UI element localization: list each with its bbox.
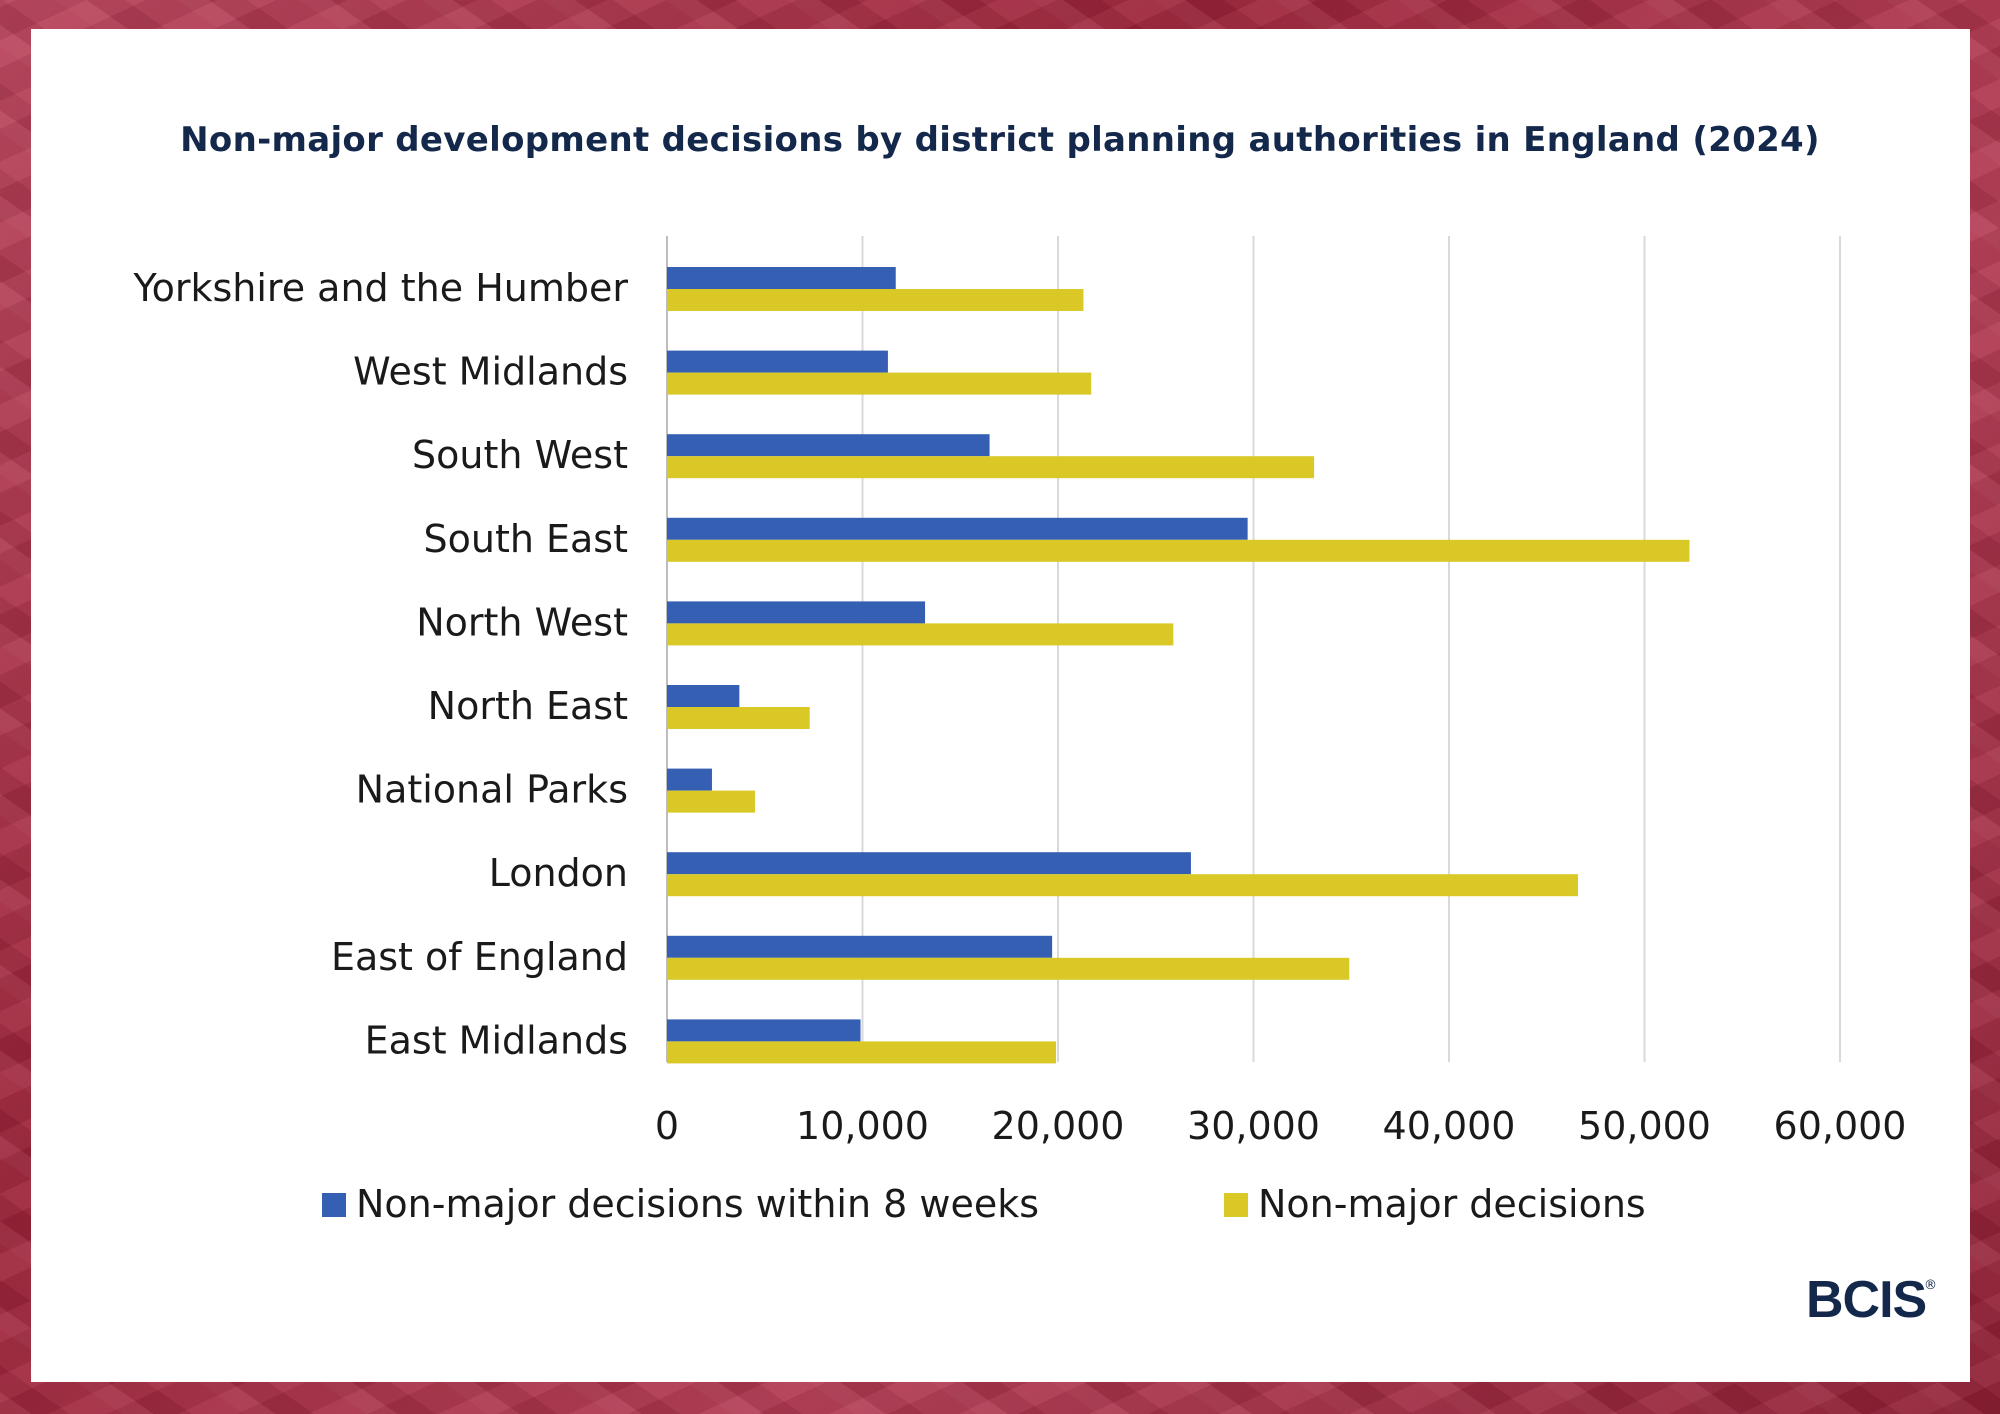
category-label: West Midlands	[353, 350, 628, 394]
chart-card	[31, 29, 1970, 1382]
legend: Non-major decisions within 8 weeks Non-ma…	[322, 1182, 1646, 1226]
category-label: National Parks	[356, 768, 628, 812]
bar-within-8-weeks	[667, 1019, 861, 1042]
bar-total-decisions	[667, 1041, 1057, 1064]
bar-total-decisions	[667, 957, 1350, 980]
x-tick-label: 60,000	[1774, 1104, 1907, 1148]
bar-total-decisions	[667, 790, 755, 813]
bar-within-8-weeks	[667, 601, 926, 624]
legend-label: Non-major decisions	[1258, 1182, 1646, 1226]
x-tick-labels: 0 10,000 20,000 30,000 40,000 50,000 60,000	[655, 1104, 1907, 1148]
x-tick-label: 20,000	[992, 1104, 1125, 1148]
bar-total-decisions	[667, 539, 1690, 562]
bar-within-8-weeks	[667, 768, 712, 791]
x-tick-label: 50,000	[1578, 1104, 1711, 1148]
legend-swatch	[322, 1193, 346, 1217]
bar-total-decisions	[667, 707, 810, 729]
chart-title: Non-major development decisions by distr…	[180, 120, 1820, 160]
category-label: South East	[423, 517, 628, 561]
bar-total-decisions	[667, 372, 1092, 395]
category-label: North West	[416, 600, 628, 644]
bar-within-8-weeks	[667, 935, 1053, 958]
category-label: Yorkshire and the Humber	[132, 266, 628, 310]
bar-within-8-weeks	[667, 350, 888, 373]
bar-total-decisions	[667, 874, 1579, 897]
category-label: North East	[428, 684, 628, 728]
bar-within-8-weeks	[667, 685, 740, 707]
bar-within-8-weeks	[667, 434, 990, 457]
category-label: East Midlands	[365, 1018, 628, 1062]
registered-mark: ®	[1924, 1278, 1937, 1293]
x-tick-label: 0	[655, 1104, 679, 1148]
x-tick-label: 40,000	[1383, 1104, 1516, 1148]
category-label: London	[489, 851, 628, 895]
category-labels: Yorkshire and the Humber West Midlands Sou…	[132, 266, 628, 1062]
category-label: East of England	[331, 935, 628, 979]
bar-within-8-weeks	[667, 517, 1248, 540]
bar-total-decisions	[667, 623, 1174, 646]
bar-total-decisions	[667, 456, 1315, 479]
bar-total-decisions	[667, 289, 1084, 311]
x-tick-label: 10,000	[796, 1104, 929, 1148]
x-tick-label: 30,000	[1187, 1104, 1320, 1148]
bar-within-8-weeks	[667, 267, 896, 289]
legend-swatch	[1224, 1193, 1248, 1217]
bcis-logo: BCIS	[1806, 1271, 1927, 1329]
category-label: South West	[412, 433, 628, 477]
bar-within-8-weeks	[667, 852, 1191, 875]
legend-label: Non-major decisions within 8 weeks	[356, 1182, 1039, 1226]
bars	[667, 267, 1690, 1064]
